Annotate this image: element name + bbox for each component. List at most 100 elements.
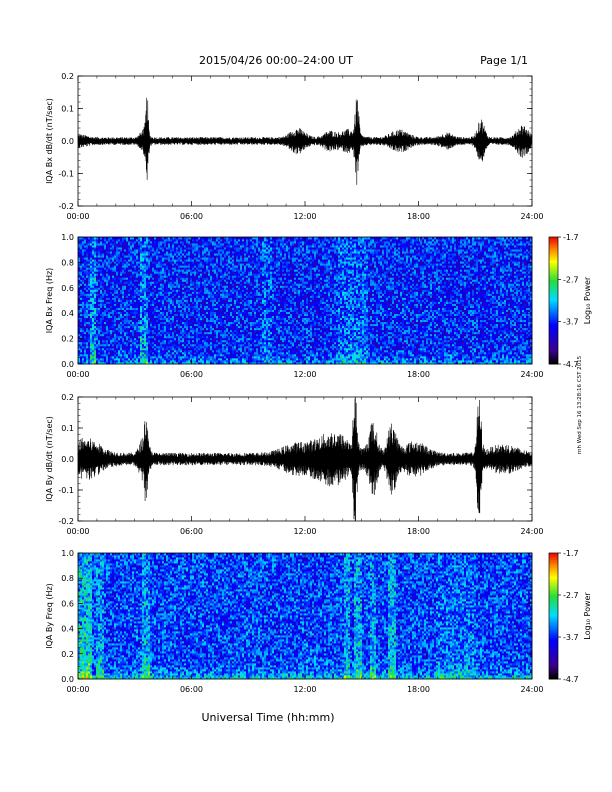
bx-spec-cell [162, 277, 165, 280]
bx-spec-cell [104, 329, 107, 333]
bx-spec-cell [122, 349, 125, 353]
bx-spec-cell [134, 339, 137, 343]
bx-spec-cell [84, 309, 87, 312]
bx-spec-cell [104, 303, 107, 306]
bx-spec-cell [148, 333, 151, 337]
bx-spec-cell [130, 333, 133, 337]
bx-spec-cell [116, 295, 119, 298]
bx-spec-cell [100, 247, 103, 250]
bx-spec-cell [128, 325, 131, 329]
bx-spec-cell [166, 315, 169, 319]
bx-spec-cell [172, 261, 175, 264]
bx-spec-cell [116, 265, 119, 268]
bx-spec-cell [120, 321, 123, 325]
bx-spec-cell [172, 303, 175, 306]
bx-spec-cell [168, 303, 171, 306]
bx-spec-cell [152, 341, 155, 345]
bx-spec-cell [80, 247, 83, 250]
bx-spec-cell [172, 299, 175, 302]
bx-spec-cell [82, 295, 85, 298]
bx-spec-cell [180, 321, 183, 325]
bx-spec-cell [110, 293, 113, 296]
bx-spec-cell [100, 251, 103, 254]
bx-spec-cell [146, 341, 149, 345]
bx-spec-cell [88, 279, 91, 282]
bx-spec-cell [128, 351, 131, 355]
bx-spec-cell [138, 317, 141, 321]
bx-spec-cell [136, 339, 139, 343]
bx-spec-cell [156, 347, 159, 351]
bx-spec-cell [172, 321, 175, 325]
bx-spec-cell [168, 313, 171, 317]
bx-spec-cell [116, 261, 119, 264]
bx-spec-cell [86, 273, 89, 276]
bx-spec-cell [86, 347, 89, 351]
bx-spec-cell [172, 327, 175, 331]
bx-spec-cell [78, 293, 81, 296]
bx-spec-cell [138, 305, 141, 308]
bx-spec-cell [94, 323, 97, 327]
bx-spec-cell [166, 335, 169, 339]
bx-spec-cell [100, 359, 103, 363]
bx-spec-cell [130, 263, 133, 266]
bx-spec-cell [166, 297, 169, 300]
bx-spec-cell [84, 239, 87, 242]
bx-spec-cell [82, 285, 85, 288]
bx-spec-cell [104, 355, 107, 359]
bx-spec-cell [170, 313, 173, 317]
bx-spec-cell [90, 321, 93, 325]
bx-spec-cell [150, 305, 153, 308]
bx-spec-cell [180, 241, 183, 244]
bx-spec-cell [164, 237, 167, 240]
bx-spec-cell [158, 335, 161, 339]
bx-spec-cell [110, 263, 113, 266]
bx-spec-cell [130, 249, 133, 252]
bx-spec-cell [98, 275, 101, 278]
bx-spec-cell [182, 333, 185, 337]
bx-spec-cell [100, 361, 103, 365]
bx-spec-cell [148, 319, 151, 323]
bx-spec-cell [174, 351, 177, 355]
bx-spec-cell [146, 275, 149, 278]
bx-spec-cell [164, 265, 167, 268]
bx-spec-cell [164, 243, 167, 246]
bx-spec-cell [156, 291, 159, 294]
bx-spec-cell [150, 261, 153, 264]
bx-spec-cell [102, 253, 105, 256]
bx-spec-cell [110, 321, 113, 325]
bx-spec-cell [108, 317, 111, 321]
bx-spec-cell [128, 241, 131, 244]
bx-spec-cell [150, 329, 153, 333]
bx-spec-cell [146, 343, 149, 347]
bx-spec-cell [174, 261, 177, 264]
bx-spec-cell [158, 273, 161, 276]
bx-spec-cell [178, 309, 181, 312]
bx-spec-cell [150, 275, 153, 278]
bx-spec-cell [86, 341, 89, 345]
bx-spec-cell [88, 329, 91, 333]
bx-spec-cell [100, 253, 103, 256]
bx-spec-cell [130, 297, 133, 300]
bx-spec-cell [182, 245, 185, 248]
bx-spec-cell [90, 325, 93, 329]
bx-spec-cell [168, 301, 171, 304]
bx-spec-cell [148, 339, 151, 343]
bx-spec-cell [126, 313, 129, 317]
bx-spec-cell [158, 297, 161, 300]
bx-spec-cell [176, 275, 179, 278]
bx-spec-cell [118, 361, 121, 365]
bx-spec-cell [100, 309, 103, 312]
bx-spec-cell [90, 331, 93, 335]
bx-spec-cell [162, 333, 165, 337]
bx-spec-cell [130, 331, 133, 335]
bx-spec-cell [162, 239, 165, 242]
bx-spec-cell [82, 301, 85, 304]
bx-spec-cell [116, 339, 119, 343]
bx-spec-cell [172, 323, 175, 327]
bx-spec-cell [86, 241, 89, 244]
bx-spec-cell [170, 339, 173, 343]
bx-spec-cell [148, 321, 151, 325]
page-indicator: Page 1/1 [480, 54, 528, 67]
bx-spec-cell [182, 279, 185, 282]
bx-spec-cell [152, 239, 155, 242]
